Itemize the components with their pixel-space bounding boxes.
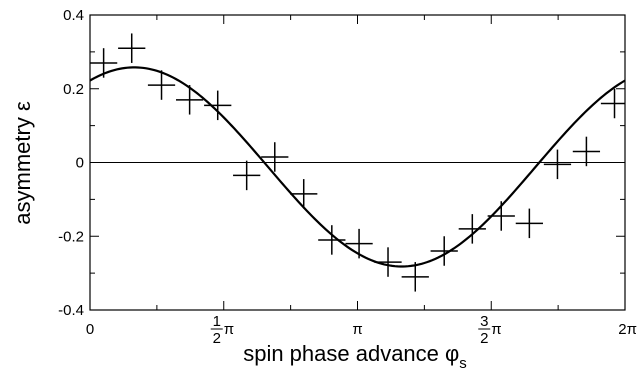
x-axis-title-sub: s [459, 355, 467, 372]
data-point [458, 214, 486, 244]
plot-area [89, 14, 626, 311]
data-point [261, 142, 289, 172]
data-point [515, 208, 543, 239]
x-tick-label: π [491, 321, 501, 338]
y-tick-label: 0.2 [63, 81, 84, 98]
data-point [147, 70, 176, 100]
data-point [374, 247, 402, 277]
data-point [487, 201, 515, 231]
data-point [345, 228, 373, 259]
x-tick-label: π [224, 321, 234, 338]
data-point [204, 90, 232, 121]
y-tick-label: -0.4 [58, 302, 84, 319]
x-tick-label: 0 [86, 321, 94, 338]
data-point [233, 160, 261, 191]
x-axis-title: spin phase advance φs [243, 341, 467, 372]
x-tick-frac-numerator: 3 [480, 313, 488, 330]
data-point [401, 262, 429, 292]
data-point [600, 88, 625, 119]
x-tick-frac-denominator: 2 [480, 330, 488, 347]
y-tick-label: -0.2 [58, 228, 84, 245]
data-point [318, 225, 346, 255]
axis-text: asymmetry ε spin phase advance φs 0.4 0.2… [10, 7, 637, 372]
data-points [90, 33, 637, 292]
data-point [629, 59, 637, 89]
y-axis-title: asymmetry ε [10, 101, 35, 225]
data-point [572, 136, 601, 167]
data-point [543, 149, 572, 180]
data-point [430, 236, 458, 266]
data-marks [90, 33, 637, 292]
data-point [175, 85, 204, 115]
y-tick-label: 0.4 [63, 7, 84, 24]
x-tick-label: 2π [618, 321, 637, 338]
x-tick-label: π [352, 321, 362, 338]
x-tick-label-fraction: 32π [478, 313, 502, 347]
y-tick-label: 0 [76, 155, 84, 172]
x-tick-label-fraction: 12π [210, 313, 234, 347]
x-tick-frac-denominator: 2 [213, 330, 221, 347]
data-point [290, 179, 318, 209]
x-axis-title-main: spin phase advance φ [243, 341, 459, 366]
fit-curve [90, 66, 625, 268]
data-point [118, 33, 146, 63]
x-tick-frac-numerator: 1 [213, 313, 221, 330]
data-point [90, 48, 118, 78]
